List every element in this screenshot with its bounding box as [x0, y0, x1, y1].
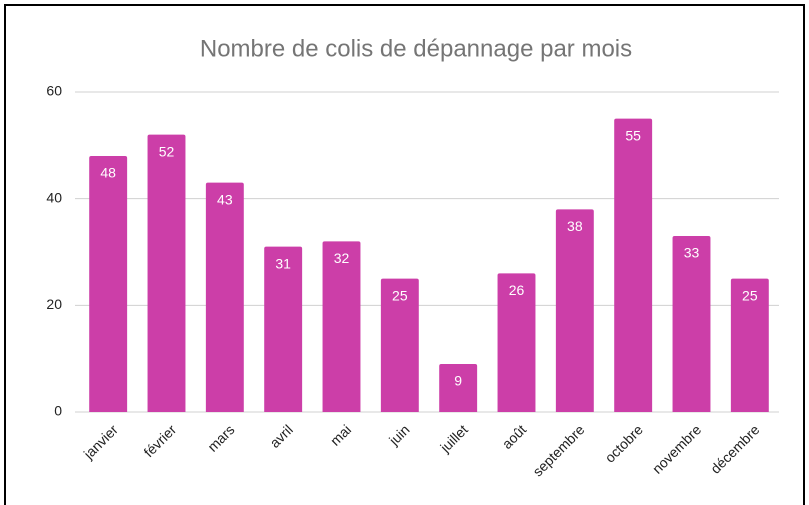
- data-label: 26: [509, 282, 525, 298]
- bar: [264, 246, 303, 412]
- data-label: 25: [742, 287, 758, 303]
- bar: [555, 209, 594, 412]
- bar: [439, 364, 478, 412]
- bar: [205, 182, 244, 412]
- y-tick-label: 40: [46, 189, 62, 205]
- bar: [147, 134, 186, 412]
- y-tick-label: 60: [46, 83, 62, 99]
- bar: [614, 118, 653, 413]
- frame: [4, 4, 805, 505]
- data-label: 32: [334, 250, 350, 266]
- data-label: 48: [100, 165, 116, 181]
- bar: [497, 273, 536, 412]
- bar: [380, 278, 419, 412]
- chart-title: Nombre de colis de dépannage par mois: [200, 35, 632, 62]
- y-tick-label: 0: [54, 403, 62, 419]
- bar: [89, 156, 128, 412]
- data-label: 52: [159, 143, 175, 159]
- bar: [322, 241, 361, 412]
- data-label: 9: [454, 373, 462, 389]
- y-tick-label: 20: [46, 296, 62, 312]
- data-label: 55: [625, 127, 641, 143]
- data-label: 25: [392, 287, 408, 303]
- data-label: 31: [275, 255, 291, 271]
- data-label: 43: [217, 191, 233, 207]
- data-label: 38: [567, 218, 583, 234]
- data-label: 33: [684, 245, 700, 261]
- bar: [672, 236, 711, 412]
- bar: [730, 278, 769, 412]
